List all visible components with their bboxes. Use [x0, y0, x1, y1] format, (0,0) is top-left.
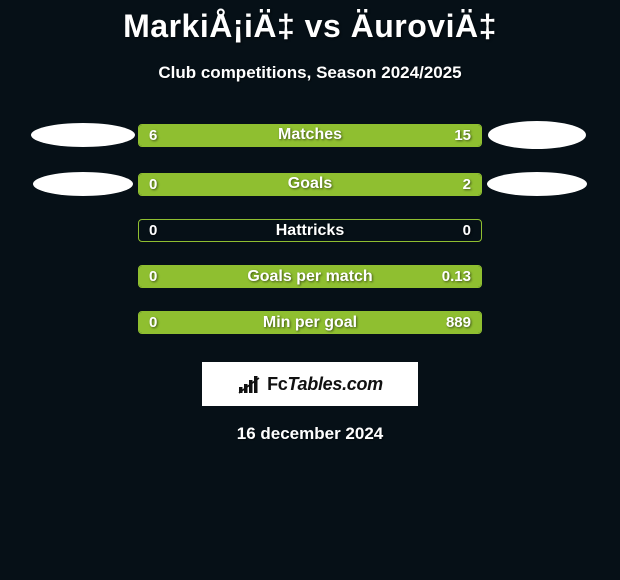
stat-label: Goals per match	[139, 266, 481, 287]
fctables-logo: FcTables.com	[202, 362, 418, 406]
logo-text: FcTables.com	[267, 374, 383, 395]
stat-bar: 00.13Goals per match	[138, 265, 482, 288]
right-avatar-slot	[482, 172, 592, 196]
bar-chart-icon	[237, 373, 261, 395]
stat-row: 615Matches	[0, 121, 620, 149]
stat-bar: 0889Min per goal	[138, 311, 482, 334]
stat-bar: 00Hattricks	[138, 219, 482, 242]
stat-bar: 615Matches	[138, 124, 482, 147]
stat-label: Min per goal	[139, 312, 481, 333]
stat-row: 0889Min per goal	[0, 311, 620, 334]
logo-prefix: Fc	[267, 374, 287, 394]
snapshot-date: 16 december 2024	[0, 424, 620, 444]
left-avatar-slot	[28, 172, 138, 196]
stat-bar: 02Goals	[138, 173, 482, 196]
player-avatar-right	[488, 121, 586, 149]
comparison-subtitle: Club competitions, Season 2024/2025	[0, 63, 620, 83]
stat-label: Hattricks	[139, 220, 481, 241]
stat-row: 00Hattricks	[0, 219, 620, 242]
left-avatar-slot	[28, 123, 138, 147]
stat-label: Goals	[139, 174, 481, 195]
stat-rows: 615Matches 02Goals 00Hattricks 00.13Goals p…	[0, 121, 620, 334]
player-avatar-right	[487, 172, 587, 196]
stat-label: Matches	[139, 125, 481, 146]
stat-row: 00.13Goals per match	[0, 265, 620, 288]
player-avatar-left	[33, 172, 133, 196]
stat-row: 02Goals	[0, 172, 620, 196]
comparison-title: MarkiÅ¡iÄ‡ vs ÄuroviÄ‡	[0, 0, 620, 45]
logo-suffix: Tables.com	[288, 374, 383, 394]
right-avatar-slot	[482, 121, 592, 149]
player-avatar-left	[31, 123, 135, 147]
